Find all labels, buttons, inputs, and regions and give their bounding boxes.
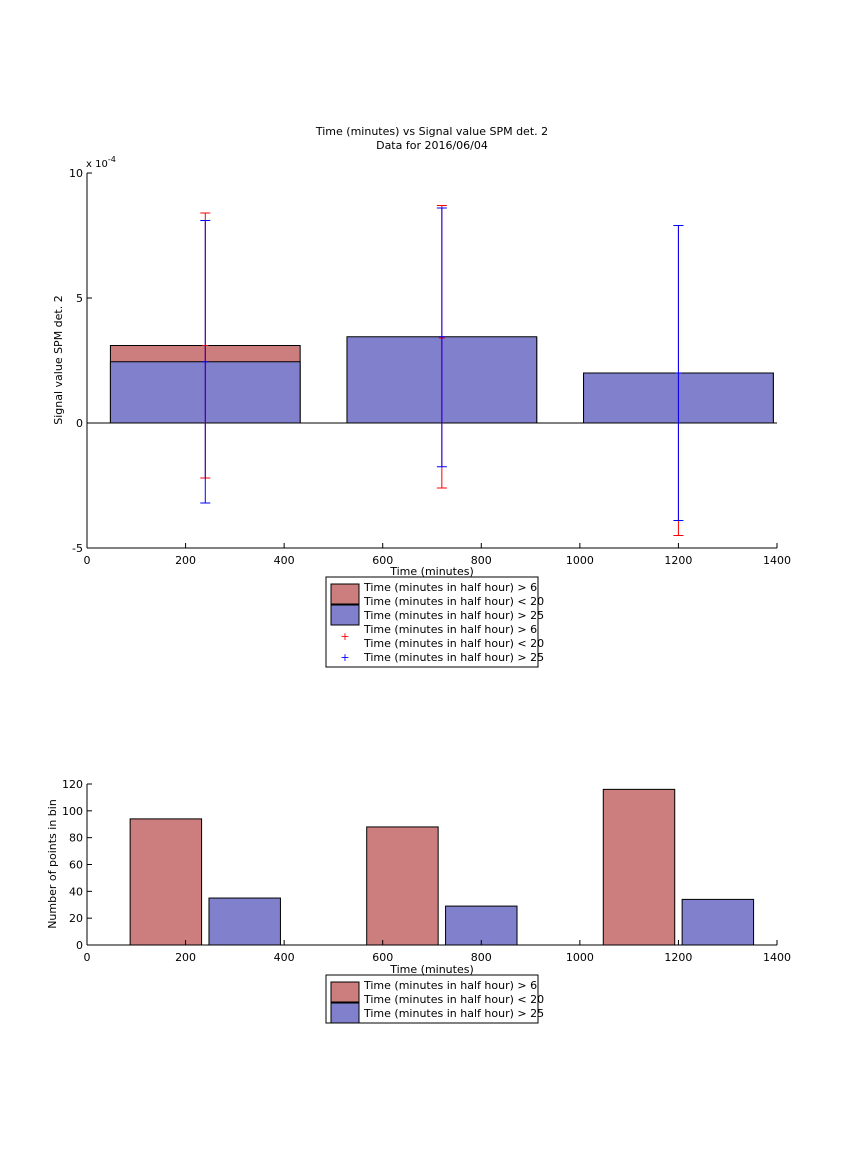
- chart1-x-tick-label: 800: [471, 951, 492, 964]
- chart0-y-tick-label: 10: [69, 167, 83, 180]
- chart1-y-tick-label: 60: [69, 859, 83, 872]
- chart2-legend-box: [325, 974, 539, 1024]
- chart1-legend-marker: +: [340, 630, 349, 643]
- chart0-x-tick-label: 400: [274, 554, 295, 567]
- chart1-ylabel: Signal value SPM det. 2: [52, 295, 65, 425]
- chart0-x-tick-label: 0: [84, 554, 91, 567]
- chart1-x-tick-label: 200: [175, 951, 196, 964]
- chart0-x-tick-label: 1000: [566, 554, 594, 567]
- chart0-x-tick-label: 1400: [763, 554, 791, 567]
- chart1-y-exponent: x 10-4: [86, 155, 116, 170]
- chart1-y-tick-label: 120: [62, 778, 83, 791]
- chart0-y-tick-label: 0: [76, 417, 83, 430]
- chart1-y-exponent-base: x 10: [86, 159, 108, 170]
- chart1-legend-label: Time (minutes in half hour) < 20: [363, 595, 544, 608]
- chart1-x-tick-label: 600: [372, 951, 393, 964]
- chart1-y-tick-label: 20: [69, 912, 83, 925]
- chart1-legend-swatch: [330, 583, 360, 605]
- chart1-y-tick-label: 40: [69, 885, 83, 898]
- chart2-axes: 0 200 400 600 800 1000 1200 1400 0 20 40 60 80 100 120: [62, 778, 791, 964]
- chart0-x-tick-label: 800: [471, 554, 492, 567]
- chart1-legend-swatch: [330, 604, 360, 626]
- chart1-legend-label: Time (minutes in half hour) < 20: [363, 637, 544, 650]
- chart2-legend-swatch: [330, 1002, 360, 1024]
- chart2-bars: [129, 788, 755, 946]
- chart0-x-tick-label: 600: [372, 554, 393, 567]
- chart1-y-tick-label: 100: [62, 805, 83, 818]
- chart1-x-tick-label: 1000: [566, 951, 594, 964]
- chart1-legend-label: Time (minutes in half hour) > 25: [363, 609, 544, 622]
- chart1-y-exponent-power: -4: [108, 155, 116, 164]
- chart1-legend-label: Time (minutes in half hour) > 25: [363, 651, 544, 664]
- chart1-xlabel: Time (minutes): [389, 565, 474, 578]
- chart1-x-tick-label: 1400: [763, 951, 791, 964]
- chart2-xlabel: Time (minutes): [389, 963, 474, 976]
- chart2-bar-series1: [129, 818, 203, 946]
- chart2-bar-series2: [445, 905, 518, 946]
- chart2-bar-series1: [602, 788, 676, 946]
- chart0-y-tick-label: -5: [72, 542, 83, 555]
- chart1-x-tick-label: 1200: [664, 951, 692, 964]
- chart1-legend-box: [325, 576, 539, 668]
- chart2-ylabel: Number of points in bin: [46, 799, 59, 929]
- chart2-bar-series1: [366, 826, 439, 946]
- chart2-bar-series2: [208, 897, 281, 946]
- chart1-subtitle: Data for 2016/06/04: [376, 139, 488, 152]
- count-chart: 0 200 400 600 800 1000 1200 1400 0 20 40 60 80 100 120…: [46, 778, 791, 1024]
- chart1-x-tick-label: 0: [84, 951, 91, 964]
- chart0-y-tick-label: 5: [76, 292, 83, 305]
- chart0-x-tick-label: 1200: [664, 554, 692, 567]
- chart1-y-tick-label: 0: [76, 939, 83, 952]
- chart1-bars: [87, 336, 777, 424]
- chart1-errorbars: [200, 205, 684, 536]
- chart1-legend-label: Time (minutes in half hour) > 6: [363, 623, 537, 636]
- chart1-y-tick-label: 80: [69, 832, 83, 845]
- chart1-legend-marker: +: [340, 651, 349, 664]
- chart2-legend-label: Time (minutes in half hour) > 6: [363, 979, 537, 992]
- chart2-legend-swatch: [330, 981, 360, 1003]
- chart2-legend-label: Time (minutes in half hour) > 25: [363, 1007, 544, 1020]
- chart1-legend-label: Time (minutes in half hour) > 6: [363, 581, 537, 594]
- chart2-legend-label: Time (minutes in half hour) < 20: [363, 993, 544, 1006]
- chart1-x-tick-label: 400: [274, 951, 295, 964]
- chart1-title: Time (minutes) vs Signal value SPM det. …: [315, 125, 548, 138]
- chart0-x-tick-label: 200: [175, 554, 196, 567]
- signal-chart: Time (minutes) vs Signal value SPM det. …: [52, 125, 791, 668]
- chart2-bar-series2: [681, 898, 755, 946]
